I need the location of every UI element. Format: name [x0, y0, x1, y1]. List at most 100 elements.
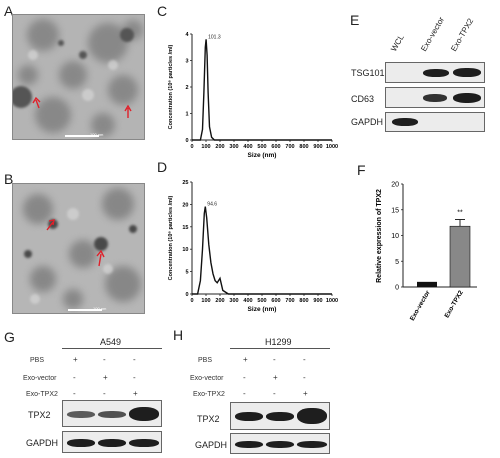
panel-label-b: B — [4, 171, 14, 187]
row-label-gapdh: GAPDH — [26, 438, 59, 448]
sign: - — [243, 373, 246, 382]
scale-bar-label-b: 100 nm — [93, 306, 107, 311]
x-tick-label: 200 — [215, 144, 224, 150]
treatment-label-exo-vector: Exo-vector — [23, 375, 57, 382]
y-tick-label: 15 — [391, 207, 399, 214]
sign: - — [273, 355, 276, 364]
significance-marker: ** — [457, 210, 463, 217]
x-tick-label: 1000 — [326, 144, 338, 150]
tem-image-b: 100 nm — [12, 183, 145, 314]
x-tick-label: 100 — [201, 144, 210, 150]
bar-exo-tpx2 — [449, 225, 471, 288]
treatment-label-exo-vector: Exo-vector — [190, 375, 224, 382]
sign: - — [103, 389, 106, 398]
y-axis-label: Concentration (10⁶ particles /ml) — [168, 195, 174, 280]
tem-image-a: 100 nm — [12, 14, 145, 140]
sign: - — [303, 373, 306, 382]
band — [67, 411, 95, 418]
row-label-tsg101: TSG101 — [351, 68, 385, 78]
x-tick-label: 0 — [190, 298, 193, 304]
row-label-gapdh: GAPDH — [195, 440, 228, 450]
band — [67, 439, 95, 447]
row-label-tpx2: TPX2 — [28, 410, 51, 420]
x-tick-label: 900 — [313, 144, 322, 150]
error-bar — [455, 219, 465, 227]
band — [266, 412, 294, 421]
band — [98, 439, 126, 447]
treatment-label-exo-tpx2: Exo-TPX2 — [193, 391, 225, 398]
column-label-exo-vector: Exo-vector — [419, 15, 447, 53]
blot-strip-gapdh — [385, 112, 485, 132]
sign: + — [303, 389, 308, 398]
y-tick-label: 4 — [185, 32, 189, 38]
panel-label-f: F — [357, 162, 366, 178]
peak-label: 101.3 — [208, 34, 221, 40]
blot-strip-tpx2 — [230, 402, 330, 430]
y-tick-label: 0 — [185, 292, 188, 298]
cell-line-label-h1299: H1299 — [265, 337, 292, 347]
header-divider — [230, 348, 330, 349]
y-tick-label: 25 — [182, 180, 188, 186]
treatment-label-exo-tpx2: Exo-TPX2 — [26, 391, 58, 398]
y-tick-label: 5 — [185, 270, 188, 276]
sign: - — [243, 389, 246, 398]
sign: - — [273, 389, 276, 398]
x-tick-label: 600 — [271, 144, 280, 150]
x-tick-label: 400 — [243, 144, 252, 150]
band — [453, 93, 481, 103]
x-tick-label: 100 — [201, 298, 210, 304]
x-tick-label: 300 — [229, 298, 238, 304]
treatment-label-pbs: PBS — [198, 357, 213, 364]
x-tick-label: 300 — [229, 144, 238, 150]
band — [266, 441, 294, 448]
x-tick-label: 200 — [215, 298, 224, 304]
nta-chart-d: 0 100 200 300 400 500 600 700 800 900 1000 0 5 10 15 20… — [168, 180, 338, 313]
panel-label-a: A — [4, 3, 14, 19]
sign: + — [273, 373, 278, 382]
nta-chart-c: 0 100 200 300 400 500 600 700 800 900 1000 0 1 2 3 4 10… — [168, 32, 338, 159]
header-divider — [62, 348, 162, 349]
y-tick-label: 15 — [182, 225, 188, 231]
x-tick-label: 1000 — [326, 298, 338, 304]
band — [423, 94, 447, 102]
x-tick-label: 800 — [299, 144, 308, 150]
band — [423, 69, 449, 77]
y-tick-label: 10 — [182, 247, 188, 253]
y-tick-label: 5 — [395, 259, 399, 266]
y-tick-label: 10 — [391, 233, 399, 240]
y-tick-label: 3 — [185, 59, 188, 65]
blot-strip-tpx2 — [62, 400, 162, 427]
y-tick-label: 0 — [395, 285, 399, 292]
panel-label-c: C — [157, 3, 168, 19]
sign: - — [73, 389, 76, 398]
panel-label-d: D — [157, 159, 168, 175]
panel-label-h: H — [173, 327, 184, 343]
treatment-label-pbs: PBS — [30, 357, 45, 364]
band — [297, 441, 327, 448]
x-axis-label: Size (nm) — [248, 306, 277, 313]
band — [129, 407, 159, 421]
row-label-cd63: CD63 — [351, 94, 375, 104]
x-tick-label: 800 — [299, 298, 308, 304]
y-tick-label: 0 — [185, 138, 188, 144]
series-line — [192, 206, 332, 295]
x-tick-label: 700 — [285, 298, 294, 304]
blot-strip-tsg101 — [385, 62, 485, 83]
sign: + — [73, 355, 78, 364]
x-tick-label: 500 — [257, 144, 266, 150]
cell-line-label-a549: A549 — [100, 337, 122, 347]
x-tick-label: 0 — [190, 144, 193, 150]
sign: + — [133, 389, 138, 398]
band — [129, 439, 159, 447]
y-tick-label: 20 — [391, 182, 399, 189]
bar-chart-f: 0 5 10 15 20 ** Exo-vector Exo-TPX2 Relative… — [376, 182, 477, 322]
band — [235, 441, 263, 448]
y-axis-label: Concentration (10⁶ particles /ml) — [168, 44, 174, 129]
x-tick-label: 500 — [257, 298, 266, 304]
blot-strip-gapdh — [62, 431, 162, 453]
y-tick-label: 20 — [182, 202, 188, 208]
band — [98, 411, 126, 418]
band — [235, 412, 263, 421]
panel-label-g: G — [4, 329, 15, 345]
sign: - — [133, 373, 136, 382]
